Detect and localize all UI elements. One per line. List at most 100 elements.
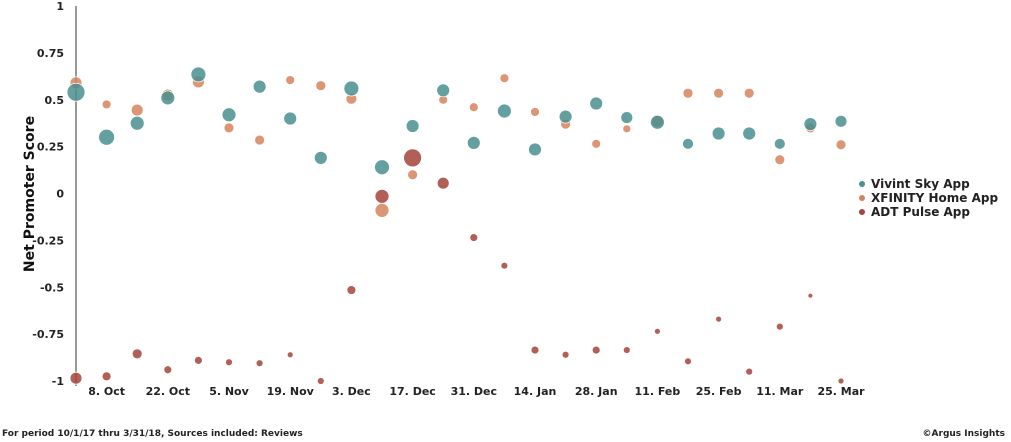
- point-vivint-sky-app[interactable]: [558, 109, 573, 124]
- point-vivint-sky-app[interactable]: [129, 115, 145, 131]
- point-vivint-sky-app[interactable]: [343, 80, 360, 97]
- point-adt-pulse-app[interactable]: [374, 188, 390, 204]
- point-vivint-sky-app[interactable]: [773, 137, 786, 150]
- point-adt-pulse-app[interactable]: [255, 359, 264, 368]
- point-xfinity-home-app[interactable]: [591, 138, 602, 149]
- point-xfinity-home-app[interactable]: [835, 139, 847, 151]
- point-xfinity-home-app[interactable]: [530, 107, 540, 117]
- point-adt-pulse-app[interactable]: [163, 365, 173, 375]
- point-vivint-sky-app[interactable]: [313, 150, 328, 165]
- point-vivint-sky-app[interactable]: [374, 159, 390, 176]
- point-xfinity-home-app[interactable]: [622, 124, 632, 134]
- x-tick-label: 25. Feb: [696, 385, 742, 398]
- point-xfinity-home-app[interactable]: [223, 122, 235, 134]
- point-xfinity-home-app[interactable]: [499, 73, 510, 84]
- point-xfinity-home-app[interactable]: [315, 80, 327, 92]
- legend-marker-adt-pulse-app: [859, 209, 865, 215]
- y-tick-label: -0.25: [32, 234, 64, 247]
- point-vivint-sky-app[interactable]: [711, 126, 726, 141]
- y-tick-label: 0: [56, 188, 64, 201]
- point-vivint-sky-app[interactable]: [405, 119, 420, 133]
- point-xfinity-home-app[interactable]: [285, 75, 296, 85]
- x-tick-label: 3. Dec: [332, 385, 371, 398]
- point-adt-pulse-app[interactable]: [775, 322, 784, 331]
- point-vivint-sky-app[interactable]: [589, 96, 604, 111]
- point-vivint-sky-app[interactable]: [496, 103, 512, 119]
- y-tick-label: 0.25: [37, 141, 64, 154]
- point-adt-pulse-app[interactable]: [436, 176, 450, 190]
- point-vivint-sky-app[interactable]: [803, 117, 818, 132]
- y-tick-label: -0.75: [32, 328, 64, 341]
- point-vivint-sky-app[interactable]: [742, 126, 757, 141]
- legend-label-adt-pulse-app[interactable]: ADT Pulse App: [871, 205, 970, 219]
- point-xfinity-home-app[interactable]: [713, 87, 724, 99]
- point-xfinity-home-app[interactable]: [468, 102, 479, 113]
- point-vivint-sky-app[interactable]: [283, 111, 298, 126]
- point-vivint-sky-app[interactable]: [66, 82, 86, 102]
- legend-label-vivint-sky-app[interactable]: Vivint Sky App: [871, 177, 970, 191]
- point-adt-pulse-app[interactable]: [193, 355, 203, 365]
- point-xfinity-home-app[interactable]: [682, 87, 694, 99]
- point-vivint-sky-app[interactable]: [466, 135, 481, 150]
- point-adt-pulse-app[interactable]: [469, 233, 479, 242]
- point-vivint-sky-app[interactable]: [252, 79, 267, 94]
- point-adt-pulse-app[interactable]: [403, 148, 423, 168]
- y-tick-label: 0.75: [37, 47, 64, 60]
- x-tick-label: 11. Mar: [756, 385, 804, 398]
- legend-label-xfinity-home-app[interactable]: XFINITY Home App: [871, 191, 998, 205]
- y-tick-label: -0.5: [40, 281, 64, 294]
- legend-marker-vivint-sky-app: [859, 181, 865, 187]
- point-xfinity-home-app[interactable]: [130, 103, 144, 117]
- point-adt-pulse-app[interactable]: [69, 371, 83, 385]
- x-tick-label: 19. Nov: [267, 385, 315, 398]
- point-adt-pulse-app[interactable]: [286, 351, 294, 359]
- footer-period-note: For period 10/1/17 thru 3/31/18, Sources…: [2, 429, 303, 439]
- point-adt-pulse-app[interactable]: [715, 315, 722, 323]
- y-tick-label: 0.5: [45, 94, 65, 107]
- x-tick-label: 28. Jan: [575, 385, 618, 398]
- point-adt-pulse-app[interactable]: [561, 350, 570, 359]
- point-adt-pulse-app[interactable]: [530, 345, 540, 355]
- point-vivint-sky-app[interactable]: [682, 137, 694, 150]
- y-axis-label: Net Promoter Score: [22, 116, 38, 272]
- y-tick-label: 1: [56, 0, 64, 13]
- point-adt-pulse-app[interactable]: [654, 327, 661, 335]
- y-tick-label: -1: [52, 375, 64, 388]
- point-adt-pulse-app[interactable]: [684, 357, 692, 366]
- point-vivint-sky-app[interactable]: [620, 111, 634, 124]
- point-vivint-sky-app[interactable]: [436, 83, 451, 98]
- point-vivint-sky-app[interactable]: [190, 66, 207, 83]
- point-vivint-sky-app[interactable]: [650, 114, 665, 130]
- x-tick-label: 25. Mar: [817, 385, 865, 398]
- footer-copyright: ©Argus Insights: [922, 429, 1005, 439]
- point-vivint-sky-app[interactable]: [834, 114, 848, 128]
- point-vivint-sky-app[interactable]: [221, 107, 237, 123]
- point-xfinity-home-app[interactable]: [743, 87, 755, 99]
- point-adt-pulse-app[interactable]: [745, 367, 754, 376]
- x-tick-label: 14. Jan: [514, 385, 557, 398]
- point-xfinity-home-app[interactable]: [774, 154, 786, 166]
- legend-marker-xfinity-home-app: [859, 195, 865, 201]
- point-xfinity-home-app[interactable]: [374, 202, 390, 218]
- x-tick-label: 11. Feb: [635, 385, 681, 398]
- x-tick-label: 8. Oct: [88, 385, 125, 398]
- x-tick-label: 5. Nov: [209, 385, 249, 398]
- point-adt-pulse-app[interactable]: [500, 261, 509, 270]
- point-adt-pulse-app[interactable]: [837, 377, 845, 385]
- point-vivint-sky-app[interactable]: [528, 142, 542, 157]
- point-adt-pulse-app[interactable]: [316, 377, 325, 385]
- point-vivint-sky-app[interactable]: [98, 128, 115, 146]
- point-adt-pulse-app[interactable]: [131, 348, 143, 360]
- point-adt-pulse-app[interactable]: [346, 285, 357, 295]
- x-tick-label: 17. Dec: [389, 385, 435, 398]
- point-adt-pulse-app[interactable]: [225, 358, 233, 367]
- point-xfinity-home-app[interactable]: [407, 169, 419, 181]
- point-adt-pulse-app[interactable]: [591, 345, 601, 355]
- point-adt-pulse-app[interactable]: [622, 346, 631, 354]
- point-adt-pulse-app[interactable]: [807, 292, 814, 299]
- x-tick-label: 31. Dec: [451, 385, 497, 398]
- point-adt-pulse-app[interactable]: [101, 371, 112, 382]
- point-vivint-sky-app[interactable]: [160, 90, 176, 106]
- point-xfinity-home-app[interactable]: [101, 99, 112, 110]
- point-xfinity-home-app[interactable]: [254, 134, 266, 146]
